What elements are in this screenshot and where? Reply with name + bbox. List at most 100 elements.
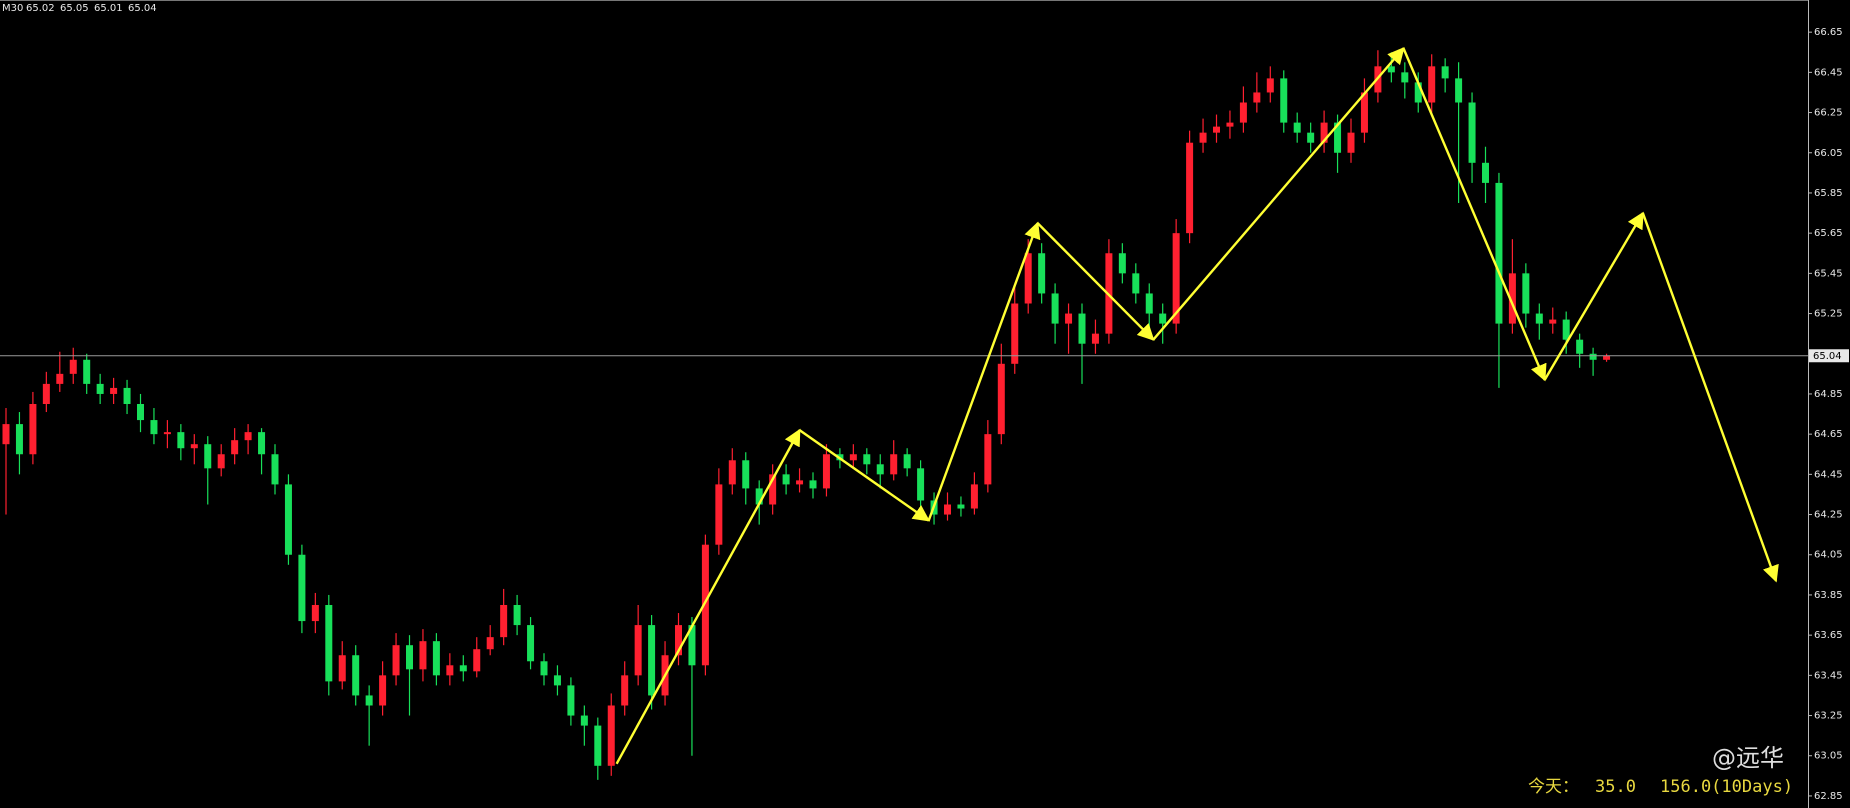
candle-body <box>69 359 77 374</box>
candle-body <box>1414 82 1422 103</box>
candle-body <box>527 625 535 662</box>
candle-body <box>607 705 615 766</box>
candle-body <box>755 488 763 505</box>
candle-body <box>1159 313 1167 324</box>
candle-body <box>379 675 387 706</box>
y-tick-label: 64.85 <box>1814 389 1843 400</box>
candle-body <box>83 359 91 384</box>
y-tick-label: 63.05 <box>1814 751 1843 762</box>
candle-body <box>1038 253 1046 294</box>
candle-body <box>1508 273 1516 324</box>
candle-body <box>137 404 144 421</box>
candle-body <box>1024 253 1032 304</box>
candle-body <box>150 420 158 435</box>
candle-body <box>190 444 198 449</box>
candle-body <box>42 383 50 404</box>
candle-body <box>298 554 306 622</box>
candle-body <box>984 434 992 485</box>
arrow <box>1152 46 1405 341</box>
y-tick-label: 66.45 <box>1814 67 1843 78</box>
y-tick-label: 65.85 <box>1814 188 1843 199</box>
y-tick-label: 64.25 <box>1814 510 1843 521</box>
candle-body <box>1535 313 1543 324</box>
candle-body <box>15 424 23 455</box>
candle-body <box>459 665 467 672</box>
candle-body <box>231 440 239 455</box>
candle-body <box>1307 132 1315 143</box>
candle-body <box>1468 102 1476 163</box>
candle-body <box>1078 313 1086 344</box>
candle-body <box>177 432 185 449</box>
plot <box>0 46 1808 780</box>
candle-body <box>917 468 925 501</box>
candle-body <box>1051 293 1059 324</box>
candle-body <box>675 625 682 656</box>
candle-body <box>567 685 575 716</box>
candle-body <box>1401 72 1409 83</box>
candle-body <box>1482 162 1489 183</box>
y-tick-label: 65.25 <box>1814 309 1843 320</box>
candle-body <box>1145 293 1153 314</box>
candle-body <box>742 460 750 489</box>
candle-body <box>271 454 279 485</box>
candle-body <box>217 454 225 469</box>
arrow <box>1641 212 1779 583</box>
candle-body <box>876 464 884 475</box>
y-tick-label: 63.85 <box>1814 590 1843 601</box>
candle-body <box>1387 66 1395 73</box>
arrow <box>1543 211 1644 381</box>
candle-body <box>419 641 427 670</box>
candle-body <box>1186 142 1194 234</box>
candle-body <box>903 454 911 469</box>
candle-body <box>1226 122 1234 127</box>
candle-body <box>1011 303 1019 364</box>
candle-body <box>1589 353 1597 360</box>
candle-body <box>944 504 951 515</box>
ohlc-open: 65.02 <box>26 3 55 14</box>
timeframe: M30 <box>2 3 23 14</box>
candle-body <box>486 637 494 650</box>
candle-body <box>580 715 588 726</box>
candle-body <box>406 645 413 670</box>
candle-body <box>284 484 292 555</box>
candle-body <box>688 625 696 666</box>
candle-body <box>1360 92 1368 133</box>
y-tick-label: 66.05 <box>1814 148 1843 159</box>
candle-body <box>621 675 629 706</box>
candle-body <box>822 454 830 489</box>
candle-body <box>1576 339 1584 354</box>
candle-body <box>163 432 171 435</box>
ohlc-close: 65.04 <box>128 3 157 14</box>
candle-body <box>29 404 37 455</box>
footer-today: 35.0 <box>1595 777 1636 797</box>
candle-body <box>1172 233 1180 324</box>
y-tick-label: 66.65 <box>1814 27 1843 38</box>
candle-body <box>432 641 440 676</box>
candle-body <box>782 474 790 485</box>
arrow <box>1036 222 1155 341</box>
candle-body <box>728 460 736 485</box>
y-tick-label: 63.65 <box>1814 630 1843 641</box>
candle-body <box>473 649 481 672</box>
y-tick-label: 63.45 <box>1814 670 1843 681</box>
candle-body <box>594 725 602 766</box>
candle-body <box>325 604 333 682</box>
arrow <box>615 428 801 765</box>
candle-body <box>244 432 252 441</box>
candle-body <box>1549 319 1557 324</box>
candle-body <box>970 484 978 509</box>
candle-body <box>1562 319 1570 340</box>
candle-body <box>258 432 266 455</box>
candle-body <box>957 504 965 509</box>
candle-body <box>1213 126 1220 133</box>
candle-body <box>352 655 360 696</box>
candle-body <box>1132 273 1140 294</box>
y-tick-label: 63.25 <box>1814 711 1843 722</box>
candle-body <box>553 675 561 686</box>
candle-body <box>446 665 454 676</box>
price-label-box <box>1809 349 1849 363</box>
y-tick-label: 65.65 <box>1814 228 1843 239</box>
candle-body <box>311 604 319 622</box>
